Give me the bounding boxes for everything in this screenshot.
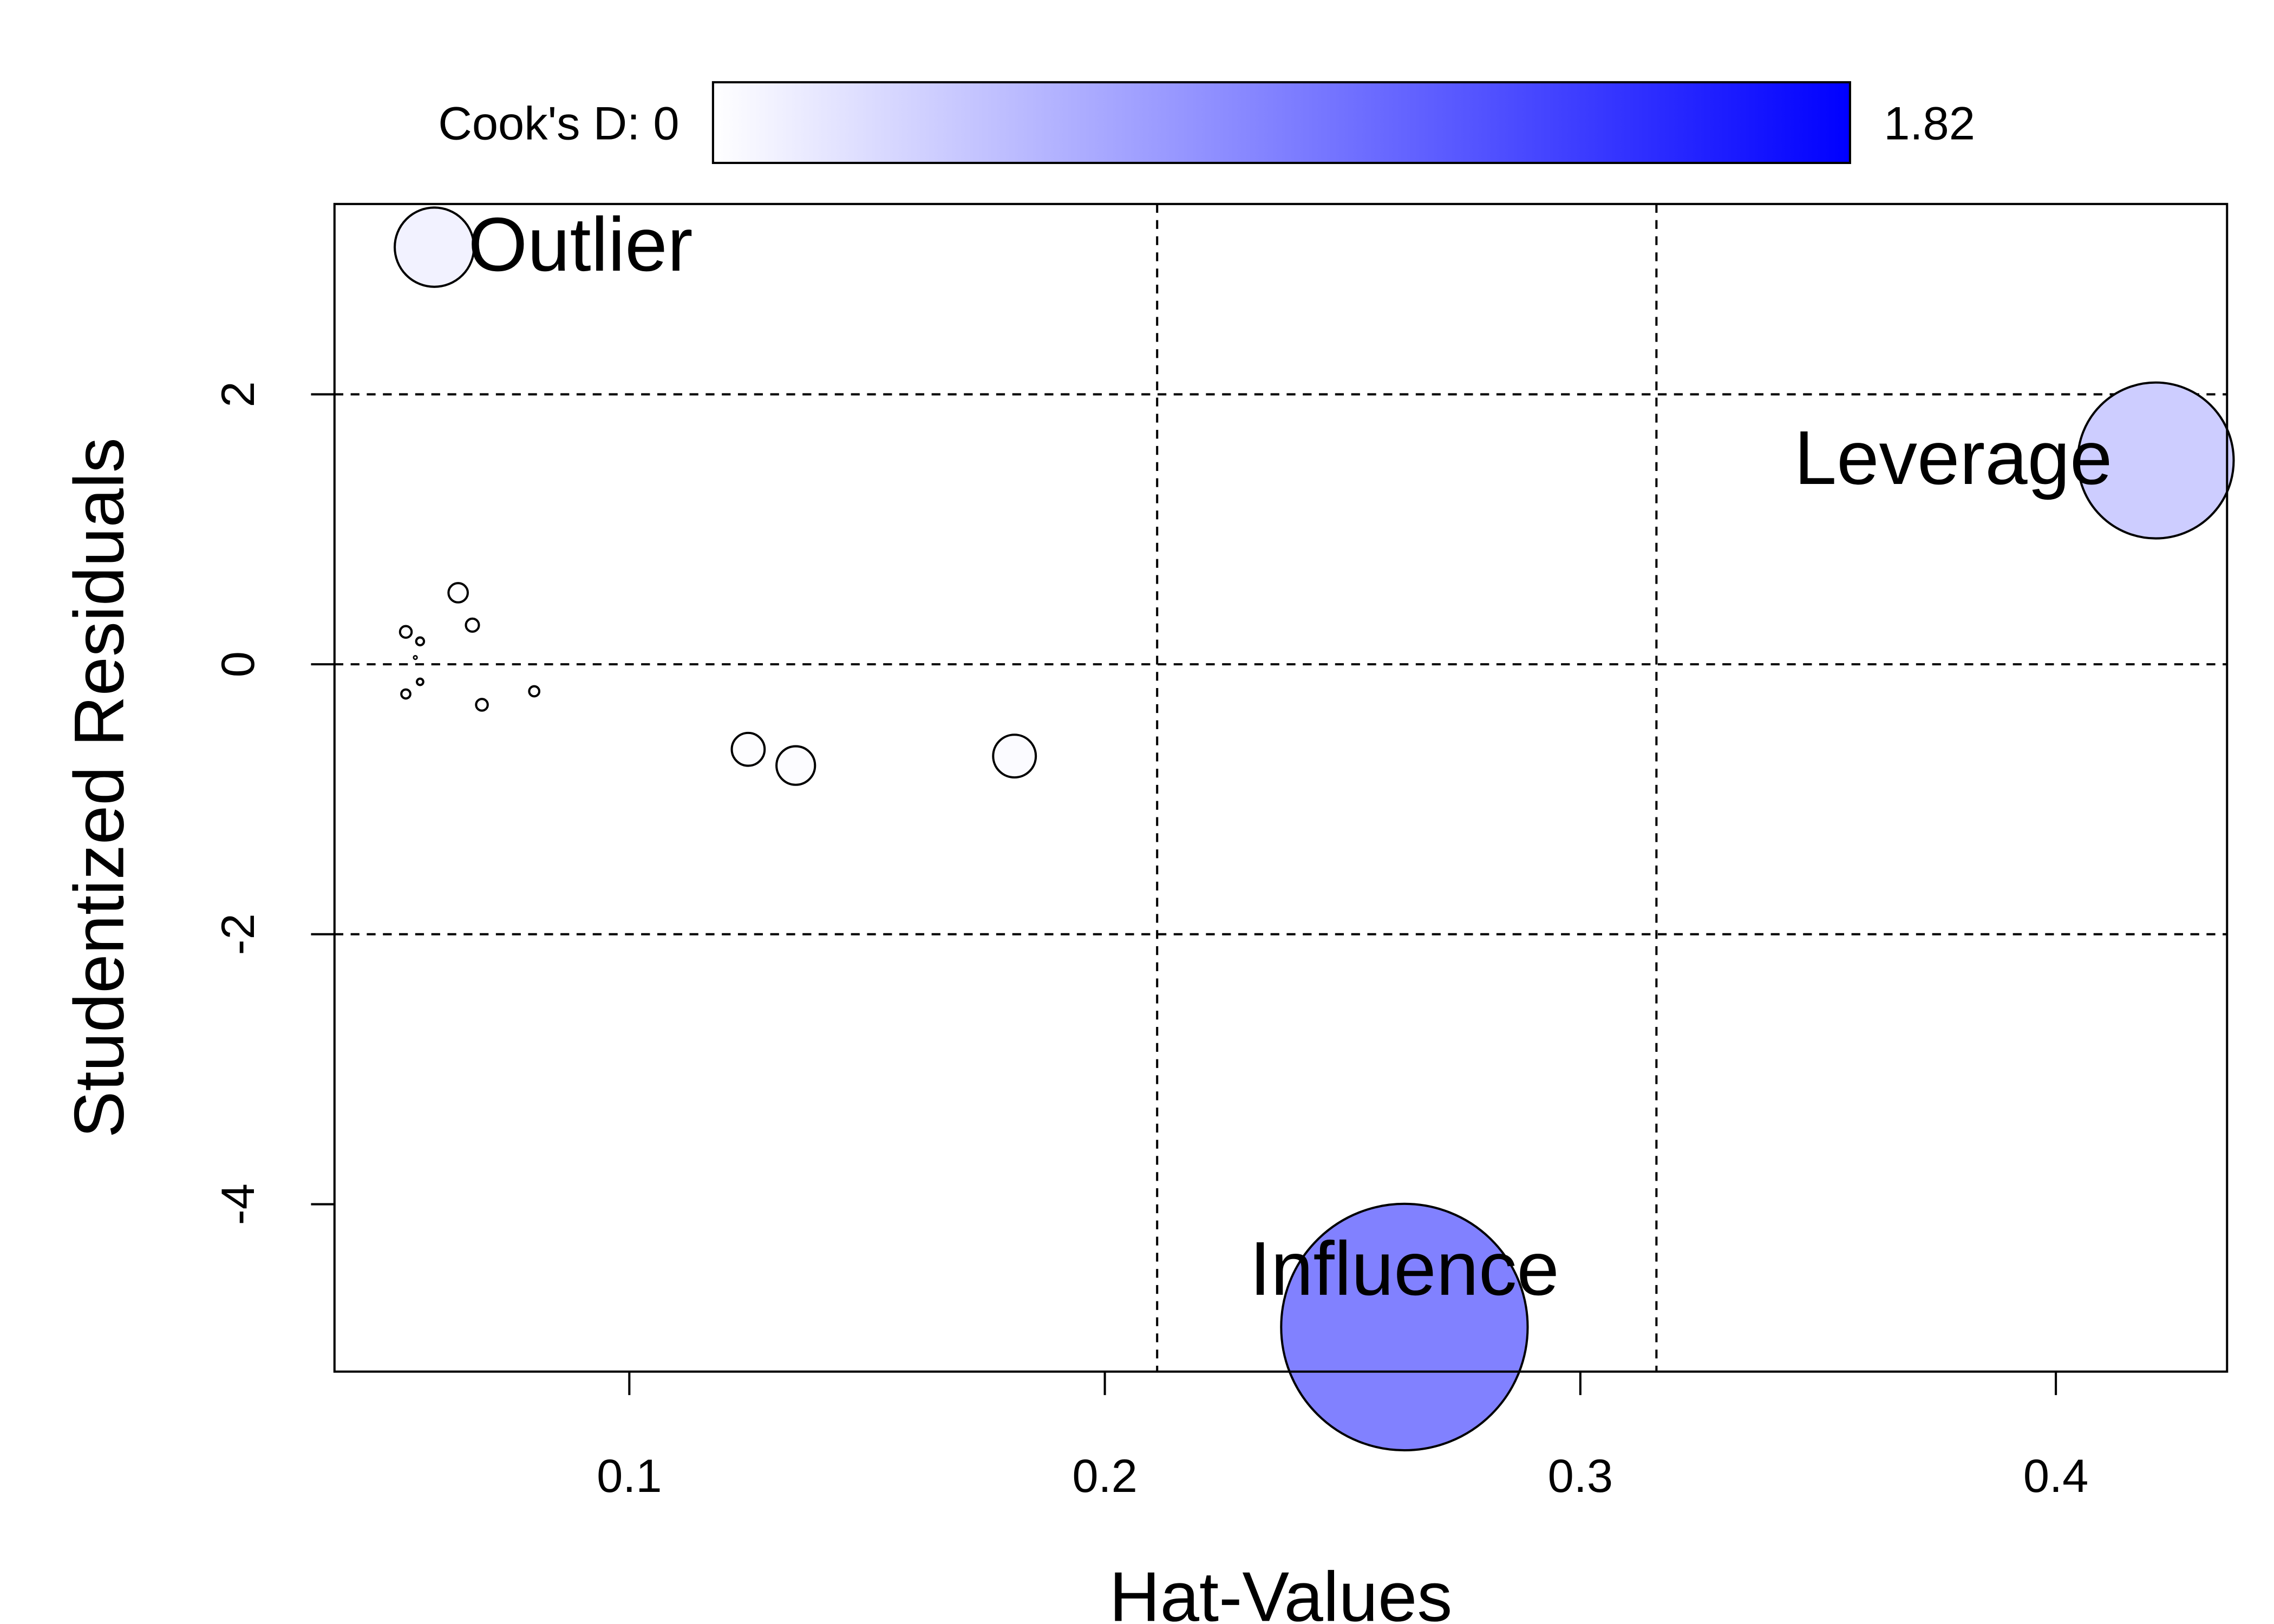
data-point	[992, 734, 1037, 779]
point-label: Influence	[1250, 1226, 1559, 1311]
point-label: Outlier	[468, 201, 693, 287]
data-point	[394, 206, 475, 288]
colorbar-max-label: 1.82	[1884, 98, 1975, 150]
colorbar-label: Cook's D: 0	[438, 98, 679, 150]
colorbar	[711, 81, 1851, 164]
x-tick-label: 0.4	[2023, 1450, 2089, 1502]
y-tick-label: -2	[212, 913, 264, 955]
x-axis-label: Hat-Values	[1109, 1557, 1453, 1624]
data-point	[730, 731, 766, 767]
data-point	[475, 698, 489, 712]
data-point	[528, 685, 541, 698]
data-point	[465, 617, 480, 633]
data-point	[415, 677, 424, 686]
data-point	[2076, 381, 2235, 540]
data-point	[413, 655, 418, 660]
plot-frame	[333, 202, 2229, 1373]
data-point	[398, 625, 413, 639]
data-point	[400, 688, 411, 700]
x-tick-label: 0.3	[1548, 1450, 1613, 1502]
data-point	[775, 745, 816, 786]
x-tick-label: 0.1	[597, 1450, 662, 1502]
point-label: Leverage	[1794, 415, 2113, 500]
y-axis-label: Studentized Residuals	[60, 437, 139, 1138]
y-tick-label: -4	[212, 1183, 264, 1225]
x-tick-label: 0.2	[1072, 1450, 1138, 1502]
data-point	[447, 582, 469, 604]
y-tick-label: 0	[212, 651, 264, 677]
data-point	[1280, 1202, 1529, 1452]
data-point	[415, 636, 426, 646]
y-tick-label: 2	[212, 381, 264, 407]
